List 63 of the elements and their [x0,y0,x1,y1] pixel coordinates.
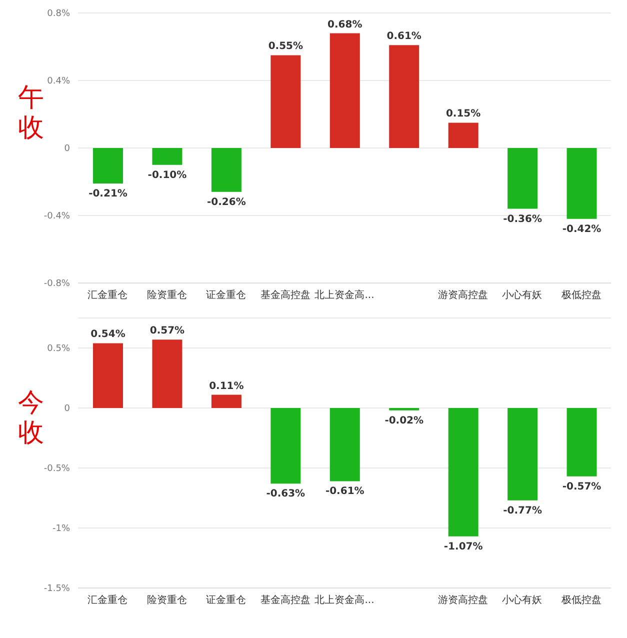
data-label: -0.57% [562,481,602,492]
bar [270,408,301,484]
x-tick-label: 险资重仓 [146,594,187,606]
x-tick-label: 小心有妖 [502,594,542,606]
data-label: 0.57% [150,326,185,337]
y-tick-label: -1.5% [44,584,70,594]
x-tick-label: 极低控盘 [560,594,602,606]
data-label: 0.55% [268,41,304,52]
x-tick-label: 汇金重仓 [88,289,128,302]
data-label: -0.77% [503,505,542,516]
x-tick-label: 险资重仓 [146,289,187,302]
data-label: -0.21% [88,188,128,200]
bar [330,33,360,148]
bar [389,45,420,148]
x-tick-label: 极低控盘 [560,289,602,302]
x-tick-label: 汇金重仓 [88,594,128,606]
y-tick-label: -0.4% [44,212,70,222]
y-axis-title: 午收 [18,83,45,143]
bar [508,148,538,209]
bar [330,408,360,482]
x-tick-label: 基金高控盘 [260,594,310,606]
x-tick-label: 游资高控盘 [438,289,488,302]
data-label: 0.54% [90,329,126,340]
bar [152,340,182,408]
data-label: -0.10% [148,170,187,181]
bar [270,55,301,148]
data-label: 0.61% [386,31,422,42]
x-tick-label: 北上资金高... [314,594,374,606]
x-tick-label: 小心有妖 [502,289,542,302]
y-axis-title: 今收 [18,388,45,448]
bar [211,394,242,408]
data-label: 0.11% [209,380,244,392]
x-tick-label: 证金重仓 [206,594,246,606]
bar [566,148,597,219]
y-tick-label: 0 [64,144,70,154]
bar [448,122,478,148]
data-label: -0.02% [384,415,424,426]
y-tick-label: -0.8% [44,279,70,290]
bar [211,148,242,192]
y-tick-label: 0 [64,404,70,414]
bar [566,408,597,476]
y-tick-label: 0.4% [47,76,70,87]
x-tick-label: 游资高控盘 [438,594,488,606]
y-tick-label: 0.8% [47,9,70,20]
x-tick-label: 北上资金高... [314,289,374,302]
x-tick-label: 证金重仓 [206,289,246,302]
data-label: 0.68% [328,19,362,30]
data-label: -0.26% [207,196,246,208]
bar [152,148,182,165]
data-label: -0.36% [503,214,542,225]
y-tick-label: -1% [52,524,70,534]
data-label: -0.42% [562,224,602,235]
data-label: -0.61% [325,486,364,498]
y-tick-label: -0.5% [44,464,70,474]
bar [93,148,123,184]
y-tick-label: 0.5% [47,344,70,354]
data-label: -0.63% [266,488,306,500]
data-label: 0.15% [446,108,481,120]
bar [508,408,538,500]
x-tick-label: 基金高控盘 [260,289,310,302]
data-label: -1.07% [444,541,483,552]
bar [448,408,478,536]
bar [93,343,123,408]
